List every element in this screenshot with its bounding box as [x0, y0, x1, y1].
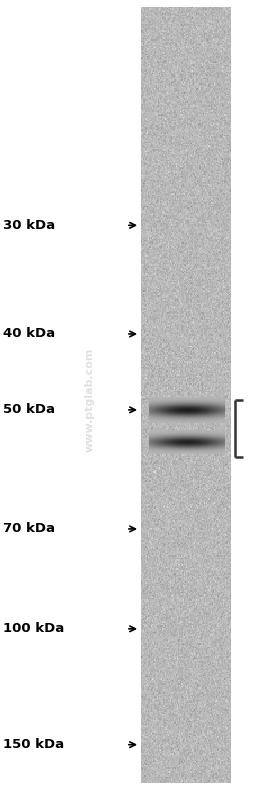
Text: 30 kDa: 30 kDa: [3, 219, 55, 232]
Text: 70 kDa: 70 kDa: [3, 523, 55, 535]
Text: www.ptglab.com: www.ptglab.com: [85, 348, 95, 451]
Text: 150 kDa: 150 kDa: [3, 738, 64, 751]
Text: 100 kDa: 100 kDa: [3, 622, 64, 635]
Text: 50 kDa: 50 kDa: [3, 403, 55, 416]
Text: 40 kDa: 40 kDa: [3, 328, 55, 340]
